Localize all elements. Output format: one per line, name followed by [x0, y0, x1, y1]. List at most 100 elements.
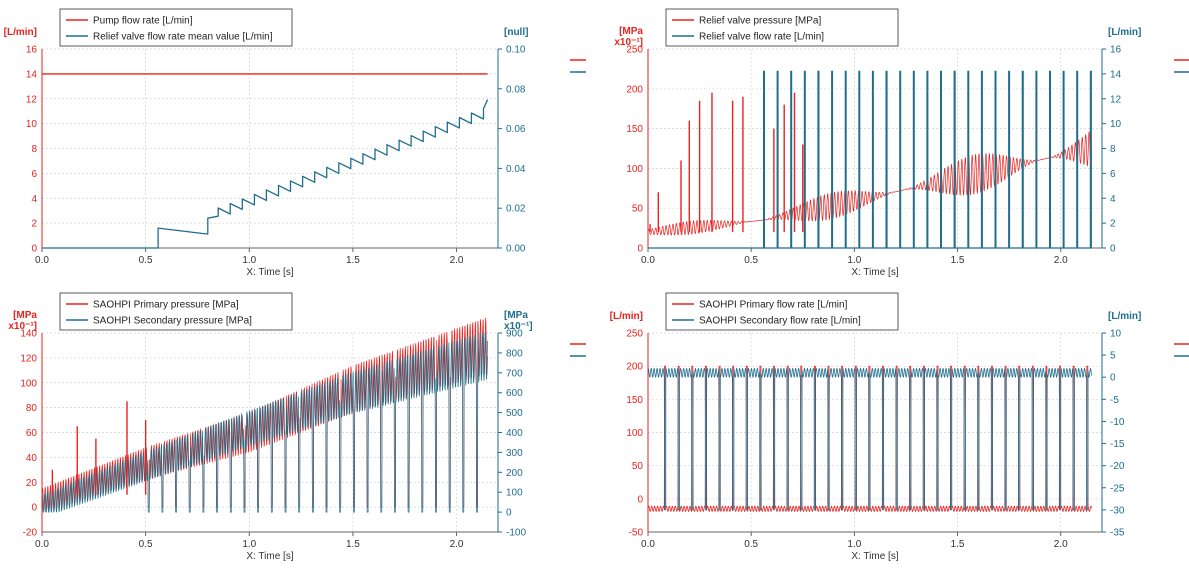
right-tick-label: 12 [1110, 94, 1122, 105]
right-tick-label: 800 [506, 348, 523, 359]
right-tick-label: 0.10 [506, 45, 526, 56]
right-tick-label: 6 [1110, 169, 1116, 180]
chart-3: -20 0 20 40 60 80 100 120 140 -100 0 100 200 300 400 50… [8, 292, 586, 562]
x-tick-label: 1.5 [951, 539, 965, 550]
right-tick-label: 0.04 [506, 164, 526, 175]
left-tick-label: 40 [26, 453, 38, 464]
right-tick-label: 0 [1110, 244, 1116, 255]
left-axis-unit-line2: x10⁻¹] [8, 321, 37, 332]
left-tick-label: 0 [31, 503, 37, 514]
legend-label: Relief valve flow rate mean value [L/min… [93, 32, 273, 43]
right-tick-label: 500 [506, 408, 523, 419]
left-axis-unit: [MPa [13, 310, 37, 321]
x-tick-label: 1.5 [951, 255, 965, 266]
left-tick-label: 200 [626, 84, 643, 95]
left-tick-label: 14 [26, 69, 38, 80]
right-tick-label: 16 [1110, 45, 1122, 56]
left-tick-label: 100 [626, 428, 643, 439]
legend: Relief valve pressure [MPa] Relief valve … [665, 8, 899, 47]
left-tick-label: 250 [626, 45, 643, 56]
x-axis-label: X: Time [s] [246, 551, 293, 562]
left-tick-label: 150 [626, 124, 643, 135]
right-tick-label: 300 [506, 448, 523, 459]
legend-box [665, 292, 899, 331]
left-tick-label: 100 [626, 164, 643, 175]
right-tick-label: 0.02 [506, 204, 526, 215]
right-tick-label: 400 [506, 428, 523, 439]
left-tick-label: 4 [31, 194, 37, 205]
left-tick-label: 0 [637, 244, 643, 255]
left-tick-label: -20 [23, 528, 38, 539]
left-tick-label: 250 [626, 329, 643, 340]
left-axis-unit-line2: x10⁻¹] [614, 37, 643, 48]
x-tick-label: 0.5 [139, 539, 153, 550]
left-tick-label: 6 [31, 169, 37, 180]
x-tick-label: 0.5 [744, 255, 758, 266]
x-tick-label: 0.5 [139, 255, 153, 266]
x-tick-label: 1.0 [847, 255, 861, 266]
left-tick-label: 10 [26, 119, 38, 130]
left-tick-label: 2 [31, 219, 37, 230]
x-tick-label: 0.0 [35, 255, 49, 266]
legend-box [59, 8, 293, 47]
series-primary-flow [647, 365, 1092, 512]
x-tick-label: 2.0 [450, 539, 464, 550]
legend-label: SAOHPI Secondary flow rate [L/min] [699, 316, 861, 327]
right-tick-label: 2 [1110, 219, 1116, 230]
legend-label: Relief valve flow rate [L/min] [699, 32, 824, 43]
x-axis-label: X: Time [s] [246, 267, 293, 278]
legend-label: SAOHPI Primary pressure [MPa] [93, 300, 239, 311]
right-tick-label: -35 [1110, 528, 1125, 539]
right-tick-label: 700 [506, 368, 523, 379]
right-tick-label: -15 [1110, 439, 1125, 450]
legend: SAOHPI Primary pressure [MPa] SAOHPI Seco… [59, 292, 293, 331]
right-axis-unit: [null] [504, 27, 528, 38]
x-tick-label: 0.5 [744, 539, 758, 550]
right-tick-label: -25 [1110, 483, 1125, 494]
right-tick-label: 10 [1110, 119, 1122, 130]
left-axis-unit: [MPa [619, 26, 643, 37]
right-tick-label: 4 [1110, 194, 1116, 205]
right-axis-unit: [L/min] [1108, 27, 1141, 38]
x-tick-label: 0.0 [641, 255, 655, 266]
series-relief-mean-flow [42, 99, 489, 249]
right-tick-label: 0 [1110, 373, 1116, 384]
right-tick-label: -10 [1110, 417, 1125, 428]
x-tick-label: 2.0 [1054, 255, 1068, 266]
x-tick-label: 1.0 [242, 539, 256, 550]
left-tick-label: 200 [626, 362, 643, 373]
x-tick-label: 0.0 [641, 539, 655, 550]
right-tick-label: 8 [1110, 144, 1116, 155]
legend-label: SAOHPI Primary flow rate [L/min] [699, 300, 848, 311]
legend-box [59, 292, 293, 331]
left-tick-label: 80 [26, 403, 38, 414]
series-relief-pressure [647, 131, 1092, 236]
legend: SAOHPI Primary flow rate [L/min] SAOHPI S… [665, 292, 899, 331]
right-tick-label: 900 [506, 329, 523, 340]
left-tick-label: 12 [26, 94, 38, 105]
x-tick-label: 1.5 [346, 539, 360, 550]
chart-1: 0 2 4 6 8 10 12 14 16 0.00 0.02 0.04 0.06 0.08 0.10 0.0… [4, 8, 586, 278]
chart-4: -50050100150200250-35-30-25-20-15-10-505… [610, 292, 1189, 562]
right-axis-unit: [MPa [504, 310, 528, 321]
left-tick-label: 20 [26, 478, 38, 489]
right-tick-label: 14 [1110, 69, 1122, 80]
right-tick-label: 10 [1110, 329, 1122, 340]
right-tick-label: -20 [1110, 461, 1125, 472]
x-axis-label: X: Time [s] [851, 551, 898, 562]
right-tick-label: 0.08 [506, 84, 526, 95]
legend-box [665, 8, 899, 47]
x-tick-label: 1.5 [346, 255, 360, 266]
left-tick-label: 16 [26, 45, 38, 56]
right-tick-label: -30 [1110, 505, 1125, 516]
legend: Pump flow rate [L/min] Relief valve flow … [59, 8, 293, 47]
left-tick-label: 0 [637, 494, 643, 505]
legend-label: Pump flow rate [L/min] [93, 16, 193, 27]
right-tick-label: 200 [506, 468, 523, 479]
right-tick-label: 100 [506, 488, 523, 499]
legend-label: Relief valve pressure [MPa] [699, 16, 821, 27]
left-tick-label: 100 [20, 378, 37, 389]
x-tick-label: 0.0 [35, 539, 49, 550]
series-secondary-pressure [41, 330, 488, 513]
x-tick-label: 2.0 [1054, 539, 1068, 550]
